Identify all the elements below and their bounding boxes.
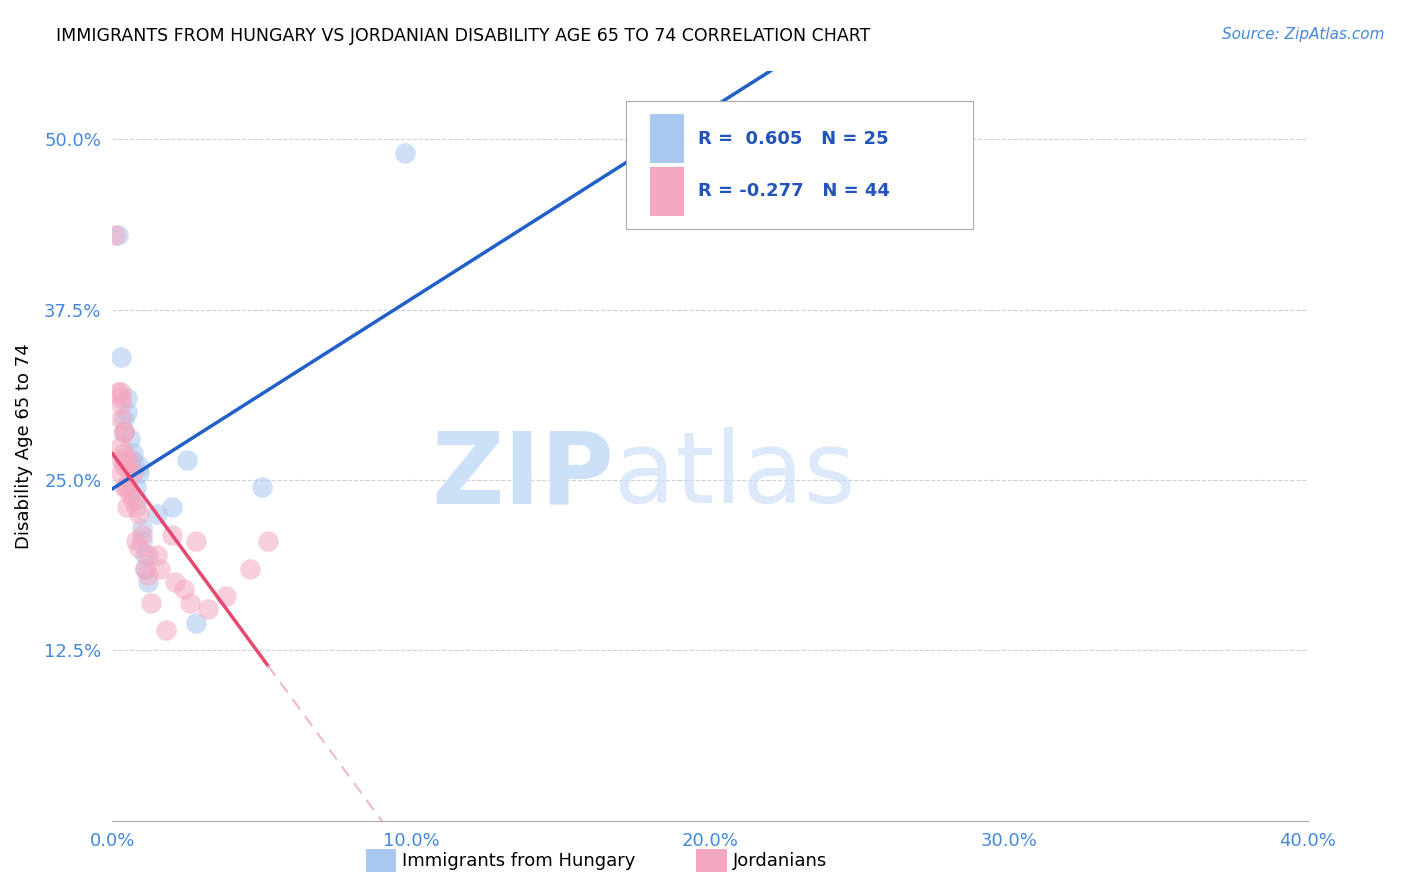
Point — [110, 351, 132, 365]
Point — [114, 452, 135, 467]
Point — [131, 521, 153, 535]
Point — [107, 384, 129, 399]
Point — [110, 411, 132, 425]
Point — [125, 534, 148, 549]
Point — [114, 425, 135, 440]
FancyBboxPatch shape — [651, 167, 683, 216]
Point — [186, 616, 208, 631]
Point — [215, 589, 238, 603]
Point — [197, 602, 219, 616]
Point — [117, 480, 139, 494]
Point — [173, 582, 195, 596]
Point — [110, 392, 132, 406]
Point — [134, 561, 156, 575]
Point — [114, 411, 135, 425]
Point — [186, 534, 208, 549]
Point — [107, 227, 129, 242]
Point — [110, 467, 132, 481]
Text: R = -0.277   N = 44: R = -0.277 N = 44 — [699, 182, 890, 200]
Point — [117, 405, 139, 419]
Text: ZIP: ZIP — [432, 427, 614, 524]
Point — [117, 500, 139, 515]
Point — [117, 392, 139, 406]
Point — [394, 146, 416, 161]
Point — [257, 534, 280, 549]
Point — [120, 432, 142, 446]
Text: atlas: atlas — [614, 427, 856, 524]
Point — [120, 486, 142, 500]
Point — [134, 548, 156, 562]
Point — [110, 398, 132, 412]
Point — [138, 548, 160, 562]
Point — [110, 384, 132, 399]
Point — [114, 446, 135, 460]
Point — [125, 500, 148, 515]
Point — [114, 480, 135, 494]
Point — [149, 561, 172, 575]
Text: R =  0.605   N = 25: R = 0.605 N = 25 — [699, 130, 889, 148]
Point — [146, 548, 169, 562]
Point — [179, 596, 201, 610]
FancyBboxPatch shape — [627, 102, 973, 228]
Point — [110, 439, 132, 453]
Point — [176, 452, 198, 467]
Point — [117, 459, 139, 474]
Point — [155, 623, 177, 637]
Point — [114, 425, 135, 440]
Text: Source: ZipAtlas.com: Source: ZipAtlas.com — [1222, 27, 1385, 42]
Point — [122, 467, 145, 481]
Point — [239, 561, 262, 575]
Point — [122, 446, 145, 460]
Point — [250, 480, 273, 494]
Point — [120, 452, 142, 467]
Point — [128, 467, 150, 481]
Point — [131, 527, 153, 541]
Point — [122, 452, 145, 467]
Point — [131, 534, 153, 549]
Point — [128, 541, 150, 556]
Y-axis label: Disability Age 65 to 74: Disability Age 65 to 74 — [15, 343, 32, 549]
Point — [162, 500, 183, 515]
Point — [117, 480, 139, 494]
Point — [125, 493, 148, 508]
Point — [165, 575, 187, 590]
Point — [146, 507, 169, 521]
Text: Jordanians: Jordanians — [733, 852, 827, 870]
Point — [110, 452, 132, 467]
Point — [134, 561, 156, 575]
Point — [128, 507, 150, 521]
Point — [122, 493, 145, 508]
FancyBboxPatch shape — [651, 114, 683, 163]
Point — [104, 227, 127, 242]
Text: Immigrants from Hungary: Immigrants from Hungary — [402, 852, 636, 870]
Point — [162, 527, 183, 541]
Point — [120, 452, 142, 467]
Point — [138, 575, 160, 590]
Text: IMMIGRANTS FROM HUNGARY VS JORDANIAN DISABILITY AGE 65 TO 74 CORRELATION CHART: IMMIGRANTS FROM HUNGARY VS JORDANIAN DIS… — [56, 27, 870, 45]
Point — [138, 568, 160, 582]
Point — [114, 459, 135, 474]
Point — [128, 459, 150, 474]
Point — [141, 596, 163, 610]
Point — [125, 480, 148, 494]
Point — [114, 425, 135, 440]
